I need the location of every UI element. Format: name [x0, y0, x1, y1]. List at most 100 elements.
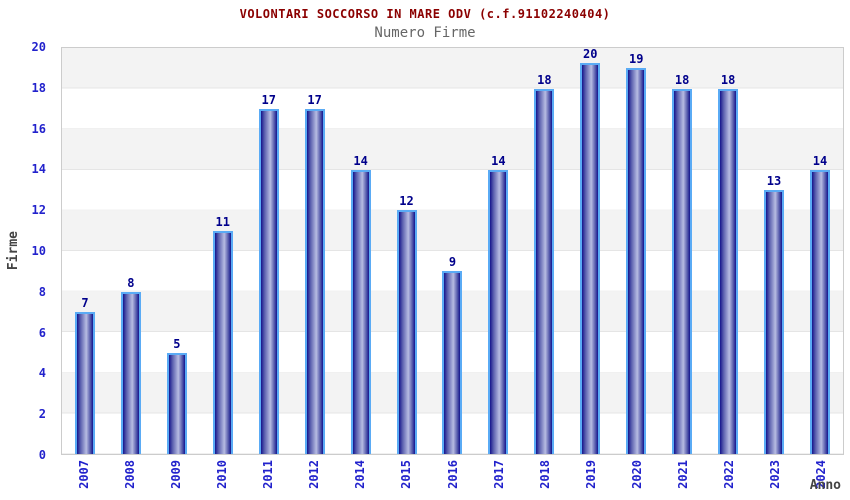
- chart-title: VOLONTARI SOCCORSO IN MARE ODV (c.f.9110…: [239, 7, 611, 21]
- bar-2018: [534, 88, 555, 454]
- x-tick-slot: 2016: [430, 457, 476, 500]
- x-tick-slot: 2023: [752, 457, 798, 500]
- x-tick-label: 2021: [675, 460, 690, 489]
- x-axis: Anno 2007 2008 2009 2010 2011 2012 2014 2015 201…: [61, 457, 844, 500]
- bar-2007: [74, 311, 95, 454]
- bar-value-label: 12: [399, 194, 414, 209]
- bar-slot-2009: 5: [154, 48, 200, 454]
- x-tick-slot: 2012: [291, 457, 337, 500]
- y-tick-label: 16: [31, 121, 46, 136]
- bar-value-label: 17: [307, 92, 322, 107]
- bar-value-label: 7: [81, 295, 89, 310]
- bar-slot-2024: 14: [797, 48, 843, 454]
- bar-slot-2008: 8: [108, 48, 154, 454]
- bar-2011: [258, 108, 279, 454]
- x-tick-slot: 2019: [568, 457, 614, 500]
- bar-value-label: 5: [173, 336, 181, 351]
- bar-slot-2014: 14: [338, 48, 384, 454]
- bar-slot-2018: 18: [521, 48, 567, 454]
- bar-slot-2017: 14: [475, 48, 521, 454]
- bar-2014: [350, 169, 371, 454]
- x-tick-label: 2017: [491, 460, 506, 489]
- x-tick-slot: 2008: [107, 457, 153, 500]
- bar-slot-2015: 12: [384, 48, 430, 454]
- x-tick-slot: 2020: [614, 457, 660, 500]
- y-tick-label: 2: [38, 407, 46, 422]
- bar-slot-2007: 7: [62, 48, 108, 454]
- x-tick-slot: 2009: [153, 457, 199, 500]
- y-tick-label: 0: [38, 448, 46, 462]
- y-tick-label: 8: [38, 284, 46, 299]
- x-tick-slot: 2007: [61, 457, 107, 500]
- chart-subtitle: Numero Firme: [374, 25, 476, 41]
- y-axis: 0 2 4 6 8 10 12 14 16 18 20: [0, 41, 55, 461]
- bar-2016: [442, 271, 463, 454]
- x-tick-slot: 2018: [522, 457, 568, 500]
- bar-slot-2019: 20: [567, 48, 613, 454]
- bar-2021: [672, 88, 693, 454]
- bar-2017: [488, 169, 509, 454]
- bar-2009: [166, 352, 187, 454]
- x-tick-label: 2010: [215, 460, 230, 489]
- y-tick-label: 4: [38, 366, 46, 381]
- bar-value-label: 18: [537, 72, 552, 87]
- bar-value-label: 9: [448, 255, 457, 270]
- bar-value-label: 13: [766, 174, 782, 189]
- x-tick-label: 2016: [445, 460, 460, 489]
- y-tick-label: 14: [31, 162, 46, 177]
- bar-value-label: 14: [812, 153, 828, 168]
- x-tick-slot: 2010: [199, 457, 245, 500]
- bar-2015: [396, 210, 417, 454]
- bar-slot-2023: 13: [751, 48, 797, 454]
- bar-value-label: 17: [261, 92, 276, 107]
- bar-value-label: 18: [720, 72, 736, 87]
- bar-slot-2011: 17: [246, 48, 292, 454]
- x-tick-slot: 2017: [476, 457, 522, 500]
- bar-value-label: 11: [215, 214, 230, 229]
- bar-2024: [809, 169, 830, 454]
- bar-slot-2016: 9: [430, 48, 476, 454]
- x-tick-label: 2018: [537, 460, 552, 489]
- y-tick-label: 18: [31, 80, 46, 95]
- x-tick-label: 2011: [261, 460, 276, 489]
- x-tick-label: 2007: [77, 460, 92, 489]
- y-tick-label: 20: [31, 40, 46, 54]
- bar-slot-2022: 18: [705, 48, 751, 454]
- x-tick-slot: 2021: [660, 457, 706, 500]
- x-tick-slot: 2022: [706, 457, 752, 500]
- bar-slot-2010: 11: [200, 48, 246, 454]
- bar-slot-2021: 18: [659, 48, 705, 454]
- bar-value-label: 18: [674, 72, 690, 87]
- bar-value-label: 14: [491, 153, 506, 168]
- bar-2022: [718, 88, 739, 454]
- x-tick-label: 2019: [583, 460, 598, 489]
- bar-2010: [212, 230, 233, 454]
- bar-2023: [764, 190, 785, 454]
- x-tick-slot: 2015: [383, 457, 429, 500]
- bar-value-label: 14: [353, 153, 368, 168]
- y-tick-label: 12: [31, 203, 46, 218]
- bar-2020: [626, 68, 647, 454]
- bar-2012: [304, 108, 325, 454]
- y-tick-label: 10: [31, 244, 46, 258]
- x-tick-label: 2008: [123, 460, 138, 489]
- bar-2008: [120, 291, 141, 454]
- plot-area: 7 8 5 11 17 17 14 12 9 14 18 20 19 18 18 13 14: [61, 47, 844, 455]
- bar-value-label: 20: [583, 47, 598, 61]
- x-tick-label: 2020: [629, 460, 644, 489]
- x-tick-label: 2014: [353, 460, 368, 489]
- x-tick-slot: 2011: [245, 457, 291, 500]
- x-tick-slot: 2014: [337, 457, 383, 500]
- x-axis-title: Anno: [809, 478, 841, 493]
- bar-slot-2012: 17: [292, 48, 338, 454]
- x-tick-label: 2009: [169, 460, 184, 489]
- x-tick-label: 2022: [721, 460, 736, 489]
- x-tick-label: 2023: [767, 460, 782, 489]
- bar-value-label: 19: [628, 52, 644, 67]
- bar-slot-2020: 19: [613, 48, 659, 454]
- bar-2019: [580, 63, 601, 454]
- x-tick-label: 2012: [307, 460, 322, 489]
- bars-container: 7 8 5 11 17 17 14 12 9 14 18 20 19 18 18 13 14: [62, 48, 843, 454]
- bar-value-label: 8: [127, 275, 135, 290]
